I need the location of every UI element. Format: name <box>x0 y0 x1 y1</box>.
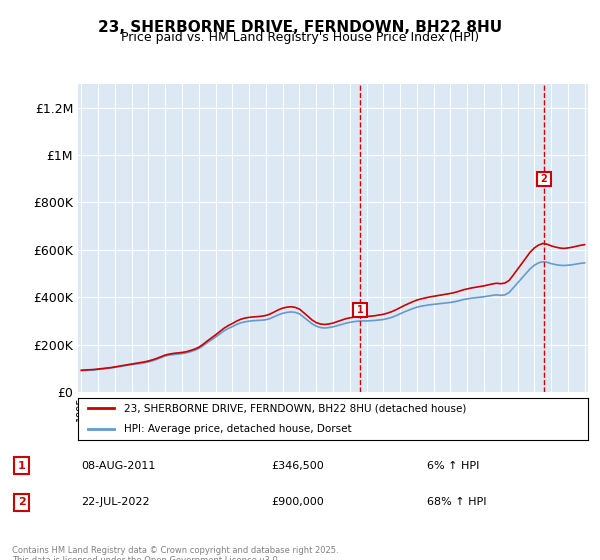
Text: 68% ↑ HPI: 68% ↑ HPI <box>427 497 486 507</box>
Text: Contains HM Land Registry data © Crown copyright and database right 2025.
This d: Contains HM Land Registry data © Crown c… <box>12 546 338 560</box>
Text: 1: 1 <box>356 305 363 315</box>
Text: £900,000: £900,000 <box>271 497 324 507</box>
Text: 23, SHERBORNE DRIVE, FERNDOWN, BH22 8HU: 23, SHERBORNE DRIVE, FERNDOWN, BH22 8HU <box>98 20 502 35</box>
Text: 2: 2 <box>18 497 26 507</box>
Text: £346,500: £346,500 <box>271 460 324 470</box>
Text: 1: 1 <box>18 460 26 470</box>
Text: 22-JUL-2022: 22-JUL-2022 <box>81 497 150 507</box>
Text: HPI: Average price, detached house, Dorset: HPI: Average price, detached house, Dors… <box>124 424 352 434</box>
Text: 08-AUG-2011: 08-AUG-2011 <box>81 460 155 470</box>
Text: Price paid vs. HM Land Registry's House Price Index (HPI): Price paid vs. HM Land Registry's House … <box>121 31 479 44</box>
Text: 23, SHERBORNE DRIVE, FERNDOWN, BH22 8HU (detached house): 23, SHERBORNE DRIVE, FERNDOWN, BH22 8HU … <box>124 403 466 413</box>
Text: 2: 2 <box>540 174 547 184</box>
Text: 6% ↑ HPI: 6% ↑ HPI <box>427 460 479 470</box>
